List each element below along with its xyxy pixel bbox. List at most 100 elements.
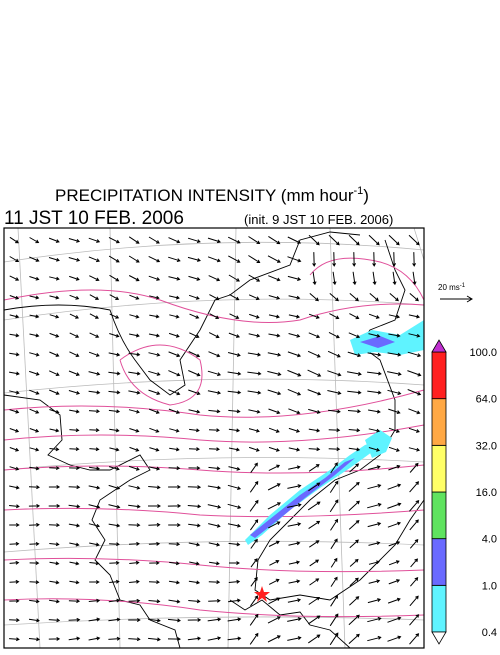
color-legend: 0.4 1.0 4.0 16.0 32.0 64.0 100.0 <box>431 339 497 645</box>
wind-arrow <box>168 332 180 338</box>
wind-arrow <box>168 408 181 414</box>
wind-arrow <box>187 256 201 262</box>
wind-arrow <box>267 616 281 624</box>
wind-arrow <box>88 390 101 395</box>
wind-arrow <box>349 539 359 549</box>
wind-arrow <box>88 598 101 603</box>
wind-arrow <box>407 351 422 358</box>
wind-arrow <box>9 466 20 471</box>
wind-arrow <box>69 542 80 547</box>
wind-arrow <box>148 504 161 509</box>
wind-arrow <box>148 466 161 471</box>
wind-arrow <box>69 332 80 338</box>
wind-arrow <box>89 275 100 281</box>
wind-arrow <box>209 561 220 566</box>
wind-arrow <box>29 333 40 338</box>
wind-arrow <box>388 408 401 414</box>
wind-arrow <box>387 502 402 509</box>
wind-arrow <box>168 580 180 585</box>
wind-arrow <box>168 542 181 547</box>
wind-arrow <box>189 561 200 566</box>
wind-arrow <box>308 428 321 433</box>
wind-arrow <box>327 390 342 395</box>
wind-arrow <box>9 504 20 509</box>
wind-arrow <box>9 314 20 319</box>
wind-arrow <box>89 428 100 433</box>
wind-arrow <box>128 637 141 642</box>
wind-arrow <box>287 484 302 489</box>
wind-arrow <box>109 333 120 338</box>
wind-arrow <box>307 350 321 358</box>
wind-arrow <box>309 293 319 302</box>
wind-arrow <box>347 390 362 395</box>
wind-arrow <box>187 485 202 490</box>
rain-core <box>250 458 355 538</box>
wind-arrow <box>287 256 302 263</box>
wind-arrow <box>29 428 40 433</box>
wind-arrow <box>148 522 161 527</box>
wind-arrow <box>109 274 120 282</box>
wind-arrow <box>288 465 301 470</box>
wind-arrow <box>347 371 362 376</box>
wind-arrow <box>308 482 321 492</box>
title-exponent: -1 <box>354 185 364 197</box>
wind-arrow <box>29 352 40 357</box>
wind-arrow <box>368 541 381 546</box>
wind-arrow <box>287 351 302 358</box>
wind-arrow <box>208 466 221 471</box>
wind-arrow <box>168 237 181 244</box>
wind-arrow <box>308 634 321 644</box>
wind-arrow <box>149 427 160 433</box>
wind-arrow <box>148 618 161 623</box>
wind-arrow <box>248 236 261 245</box>
wind-arrow <box>49 389 60 395</box>
wind-arrow <box>309 540 320 548</box>
wind-arrow <box>248 274 261 282</box>
wind-arrow <box>167 618 181 623</box>
wind-arrow <box>207 617 222 622</box>
wind-arrow <box>148 352 161 357</box>
wind-arrow <box>347 409 361 414</box>
wind-arrow <box>148 255 161 263</box>
wind-arrow <box>188 580 201 585</box>
wind-arrow <box>49 332 60 338</box>
wind-arrow <box>349 577 359 587</box>
wind-arrow <box>128 371 141 376</box>
wind-arrow <box>248 255 261 263</box>
wind-arrow <box>367 390 382 395</box>
wind-arrow <box>188 370 201 377</box>
wind-arrow <box>167 637 181 642</box>
wind-arrow <box>229 313 240 319</box>
wind-arrow <box>368 560 380 565</box>
wind-arrow <box>312 252 317 267</box>
wind-arrow <box>9 560 20 565</box>
wind-arrow <box>88 351 100 357</box>
wind-arrow <box>49 276 60 281</box>
wind-arrow <box>248 428 260 433</box>
wind-arrow <box>148 370 161 376</box>
wind-arrow <box>88 466 100 471</box>
wind-arrow <box>169 428 180 433</box>
wind-arrow <box>48 237 60 243</box>
wind-arrow <box>288 447 301 452</box>
wind-arrow <box>268 275 281 282</box>
wind-arrow <box>88 237 101 243</box>
wind-arrow <box>227 503 242 509</box>
wind-arrow <box>330 557 338 568</box>
wind-arrow <box>128 485 141 490</box>
wind-arrow <box>228 428 241 433</box>
wind-arrow <box>307 369 322 377</box>
precipitation-areas <box>245 320 424 545</box>
wind-arrow <box>109 313 120 319</box>
wind-arrow <box>29 314 40 319</box>
wind-arrow <box>208 447 220 452</box>
wind-arrow <box>9 236 19 244</box>
color-swatch <box>431 398 447 446</box>
wind-arrow <box>149 560 160 565</box>
wind-arrow <box>308 447 321 452</box>
wind-arrow <box>207 485 222 490</box>
wind-arrow <box>267 502 281 510</box>
wind-arrow <box>109 542 120 547</box>
wind-arrow <box>227 617 242 622</box>
wind-arrow <box>29 237 40 244</box>
